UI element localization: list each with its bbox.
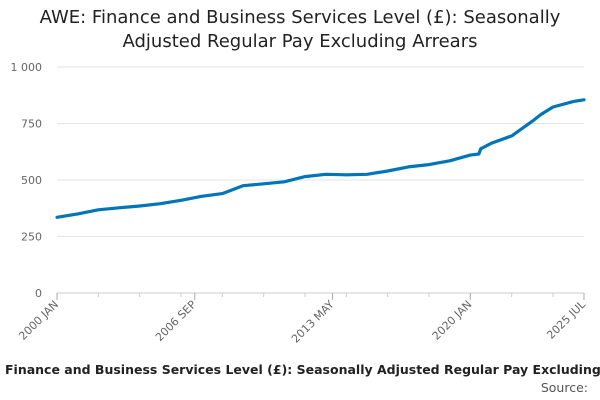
series-line <box>55 98 586 219</box>
y-tick-label: 750 <box>21 118 42 131</box>
y-tick-label: 500 <box>21 174 42 187</box>
x-axis: 2000 JAN 2006 SEP 2013 MAY 2020 JAN 2025 JUL <box>16 293 589 346</box>
y-tick-label: 250 <box>21 231 42 244</box>
chart-title: AWE: Finance and Business Services Level… <box>39 7 561 52</box>
series-layer <box>55 98 586 219</box>
x-tick-label: 2006 SEP <box>153 298 199 344</box>
footer-source-label: Source: <box>540 380 588 395</box>
x-tick-label: 2025 JUL <box>544 297 588 341</box>
x-tick-label: 2000 JAN <box>16 298 61 343</box>
x-tick-label: 2013 MAY <box>289 298 337 346</box>
x-tick-label: 2020 JAN <box>430 298 475 343</box>
footer-series-name: Finance and Business Services Level (£):… <box>5 362 600 377</box>
y-tick-label: 1 000 <box>11 61 43 74</box>
y-tick-label: 0 <box>35 287 42 300</box>
gridlines <box>57 66 584 294</box>
y-axis: 0 250 500 750 1 000 <box>11 61 43 300</box>
